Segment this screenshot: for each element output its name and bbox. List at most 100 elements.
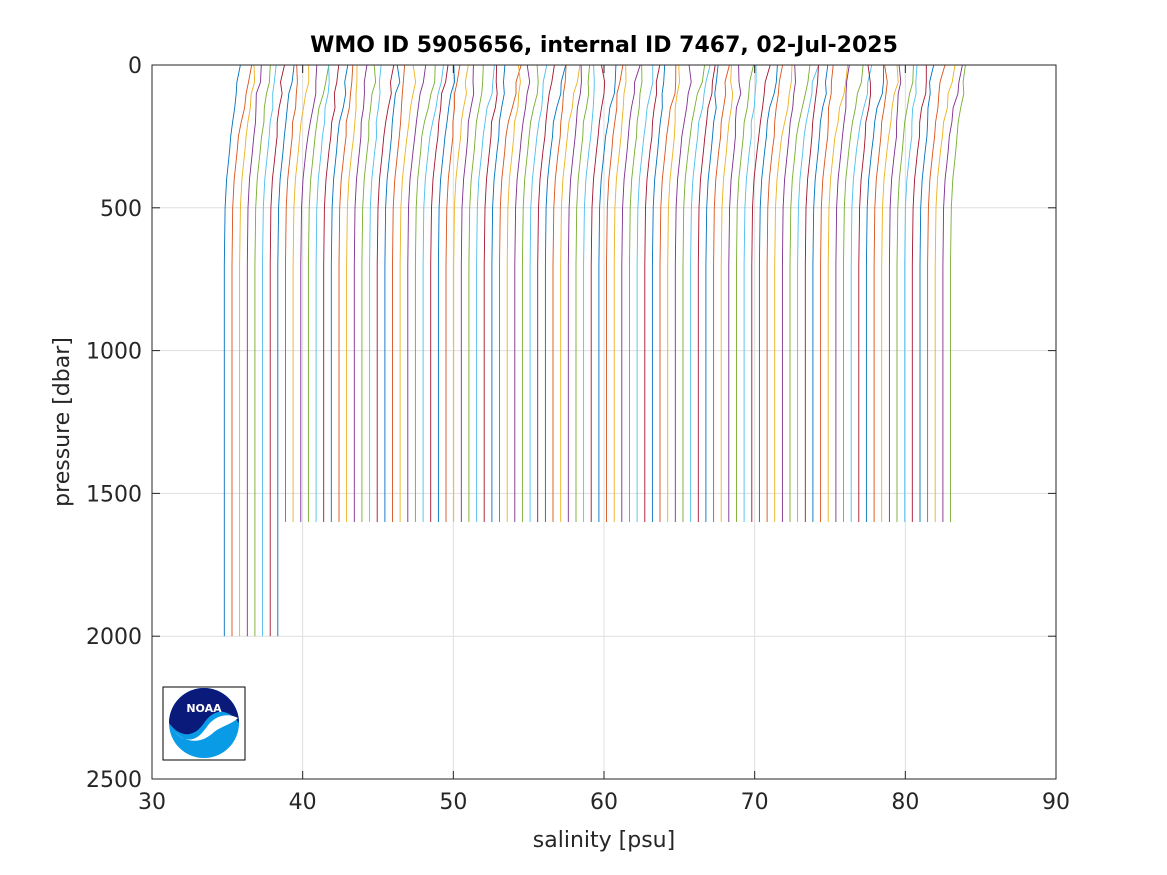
profile-line [827,64,849,522]
profile-line [751,64,771,522]
profile-line [223,64,241,637]
profile-line [598,64,617,522]
chart-title: WMO ID 5905656, internal ID 7467, 02-Jul… [310,33,898,58]
profile-line [300,64,318,522]
profile-line [590,64,606,522]
profile-line [705,64,719,522]
y-tick-label: 2500 [86,768,142,793]
profile-line [690,64,711,522]
profile-line [736,64,754,522]
profile-line [896,64,914,522]
y-tick-label: 1000 [86,340,142,365]
profile-line [445,64,461,522]
profile-line [399,64,417,522]
profile-line [453,64,469,522]
profile-line [277,64,295,637]
profile-line [376,64,395,522]
profile-line [797,64,820,522]
profile-line [911,65,927,522]
profile-line [667,64,680,522]
profile-line [858,64,872,522]
profile-line [850,64,873,522]
profile-line [369,64,382,522]
profile-line [613,64,627,522]
profile-line [323,64,340,522]
profile-line [346,64,358,522]
profile-line [537,64,555,522]
profile-line [285,64,298,522]
profile-line [529,64,548,522]
x-tick-label: 70 [741,790,769,815]
profile-line [437,64,455,522]
x-tick-label: 60 [590,790,618,815]
profile-line [644,64,661,522]
profile-line [927,64,946,522]
noaa-logo: NOAA [162,686,246,761]
y-tick-label: 0 [128,54,142,79]
profile-line [392,64,406,522]
profile-line [843,64,864,522]
profile-line [942,64,963,522]
profile-line [606,64,624,522]
profile-line [407,64,427,522]
profile-line [315,64,330,522]
profile-line [720,64,734,522]
profile-line [950,64,966,522]
profile-line [422,64,444,522]
profile-line [881,64,899,522]
profile-line [254,64,271,637]
noaa-emblem: NOAA [169,688,239,758]
profile-line [239,64,256,637]
profile-line [835,64,850,522]
profile-line [743,64,757,522]
profile-line [674,64,692,522]
x-axis-ticks: 30 40 50 60 70 80 90 [138,65,1070,815]
profile-line [307,64,330,522]
profile-line [330,64,349,522]
profile-line [567,64,582,522]
profile-line [758,64,778,522]
profile-line [812,64,829,522]
profile-line [506,64,521,522]
profile-line [231,64,253,637]
profile-line [904,64,918,522]
profile-line [888,64,902,522]
x-axis-label: salinity [psu] [533,828,675,853]
profile-line [789,64,811,522]
profile-line [713,64,730,522]
profile-line [820,64,834,522]
profile-line [766,64,784,522]
profile-line [521,64,539,522]
profile-line [865,64,885,522]
profile-line [499,64,522,522]
profile-line [460,64,475,522]
profile-line [246,64,262,637]
y-axis-ticks: 0 500 1000 1500 2000 2500 [86,54,1056,793]
salinity-profiles [223,64,966,637]
profile-line [338,64,354,522]
profile-line [476,64,495,522]
y-tick-label: 1500 [86,482,142,507]
profile-line [682,64,706,522]
y-tick-label: 500 [100,197,142,222]
profile-line [697,64,716,522]
profile-line [353,64,368,522]
y-tick-label: 2000 [86,625,142,650]
grid-lines [152,65,1056,779]
profile-line [934,64,956,522]
profile-line [781,64,796,522]
profile-line [514,64,531,522]
profile-line [414,64,436,522]
profile-line [361,64,377,522]
y-axis-label: pressure [dbar] [50,337,75,507]
x-tick-label: 40 [289,790,317,815]
profile-line [491,64,506,522]
profile-line [560,64,581,522]
profile-line [636,64,654,522]
profile-line [552,64,567,522]
x-tick-label: 30 [138,790,166,815]
profile-line [292,64,310,522]
profile-line [919,64,935,522]
profile-line [651,64,666,522]
